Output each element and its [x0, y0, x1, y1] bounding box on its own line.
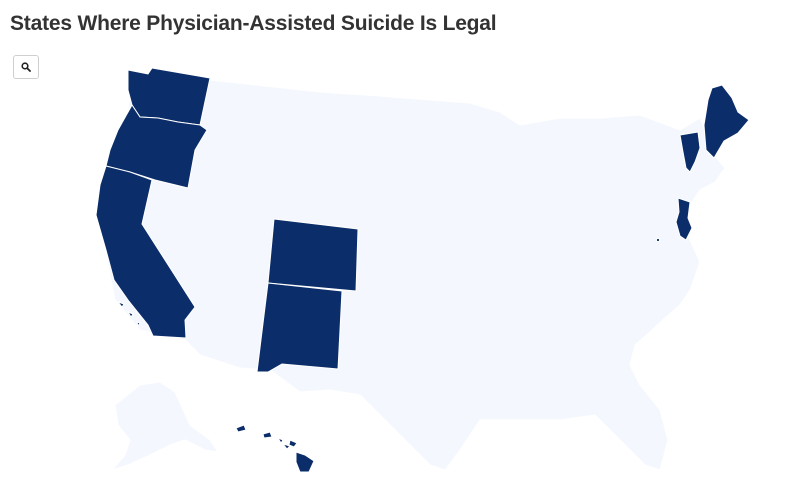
state-hawaii[interactable] [235, 424, 315, 473]
alaska [110, 381, 220, 472]
state-new-jersey[interactable] [675, 197, 693, 241]
district-of-columbia[interactable] [655, 237, 661, 243]
contiguous-us [99, 74, 726, 471]
state-colorado[interactable] [267, 218, 359, 292]
page-title: States Where Physician-Assisted Suicide … [10, 12, 497, 35]
state-maine[interactable] [703, 84, 750, 159]
state-new-mexico[interactable] [256, 282, 343, 373]
zoom-button[interactable] [13, 55, 39, 79]
state-vermont[interactable] [679, 131, 701, 173]
state-oregon[interactable] [105, 104, 208, 189]
state-california[interactable] [95, 165, 196, 339]
search-icon [21, 62, 31, 72]
california-channel-islands [116, 300, 141, 328]
state-washington[interactable] [127, 67, 211, 126]
